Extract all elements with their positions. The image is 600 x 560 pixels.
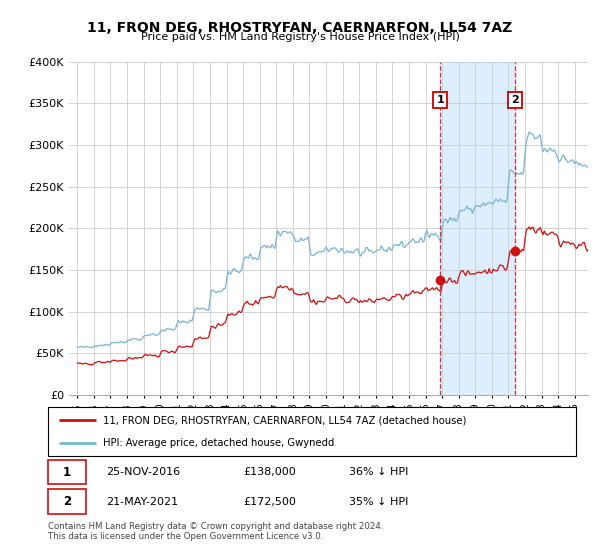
Text: 1: 1 xyxy=(63,465,71,479)
Text: 21-MAY-2021: 21-MAY-2021 xyxy=(106,497,178,507)
FancyBboxPatch shape xyxy=(48,489,86,514)
Text: 1: 1 xyxy=(437,95,444,105)
Text: 11, FRON DEG, RHOSTRYFAN, CAERNARFON, LL54 7AZ: 11, FRON DEG, RHOSTRYFAN, CAERNARFON, LL… xyxy=(88,21,512,35)
Text: 25-NOV-2016: 25-NOV-2016 xyxy=(106,467,180,477)
FancyBboxPatch shape xyxy=(48,460,86,484)
Text: HPI: Average price, detached house, Gwynedd: HPI: Average price, detached house, Gwyn… xyxy=(103,437,335,447)
Text: Price paid vs. HM Land Registry's House Price Index (HPI): Price paid vs. HM Land Registry's House … xyxy=(140,32,460,42)
Text: 2: 2 xyxy=(63,495,71,508)
Text: £138,000: £138,000 xyxy=(244,467,296,477)
Text: 2: 2 xyxy=(511,95,518,105)
FancyBboxPatch shape xyxy=(48,407,576,456)
Text: 35% ↓ HPI: 35% ↓ HPI xyxy=(349,497,409,507)
Text: £172,500: £172,500 xyxy=(244,497,296,507)
Text: Contains HM Land Registry data © Crown copyright and database right 2024.
This d: Contains HM Land Registry data © Crown c… xyxy=(48,522,383,542)
Text: 11, FRON DEG, RHOSTRYFAN, CAERNARFON, LL54 7AZ (detached house): 11, FRON DEG, RHOSTRYFAN, CAERNARFON, LL… xyxy=(103,416,467,426)
Bar xyxy=(440,62,515,395)
Text: 36% ↓ HPI: 36% ↓ HPI xyxy=(349,467,409,477)
